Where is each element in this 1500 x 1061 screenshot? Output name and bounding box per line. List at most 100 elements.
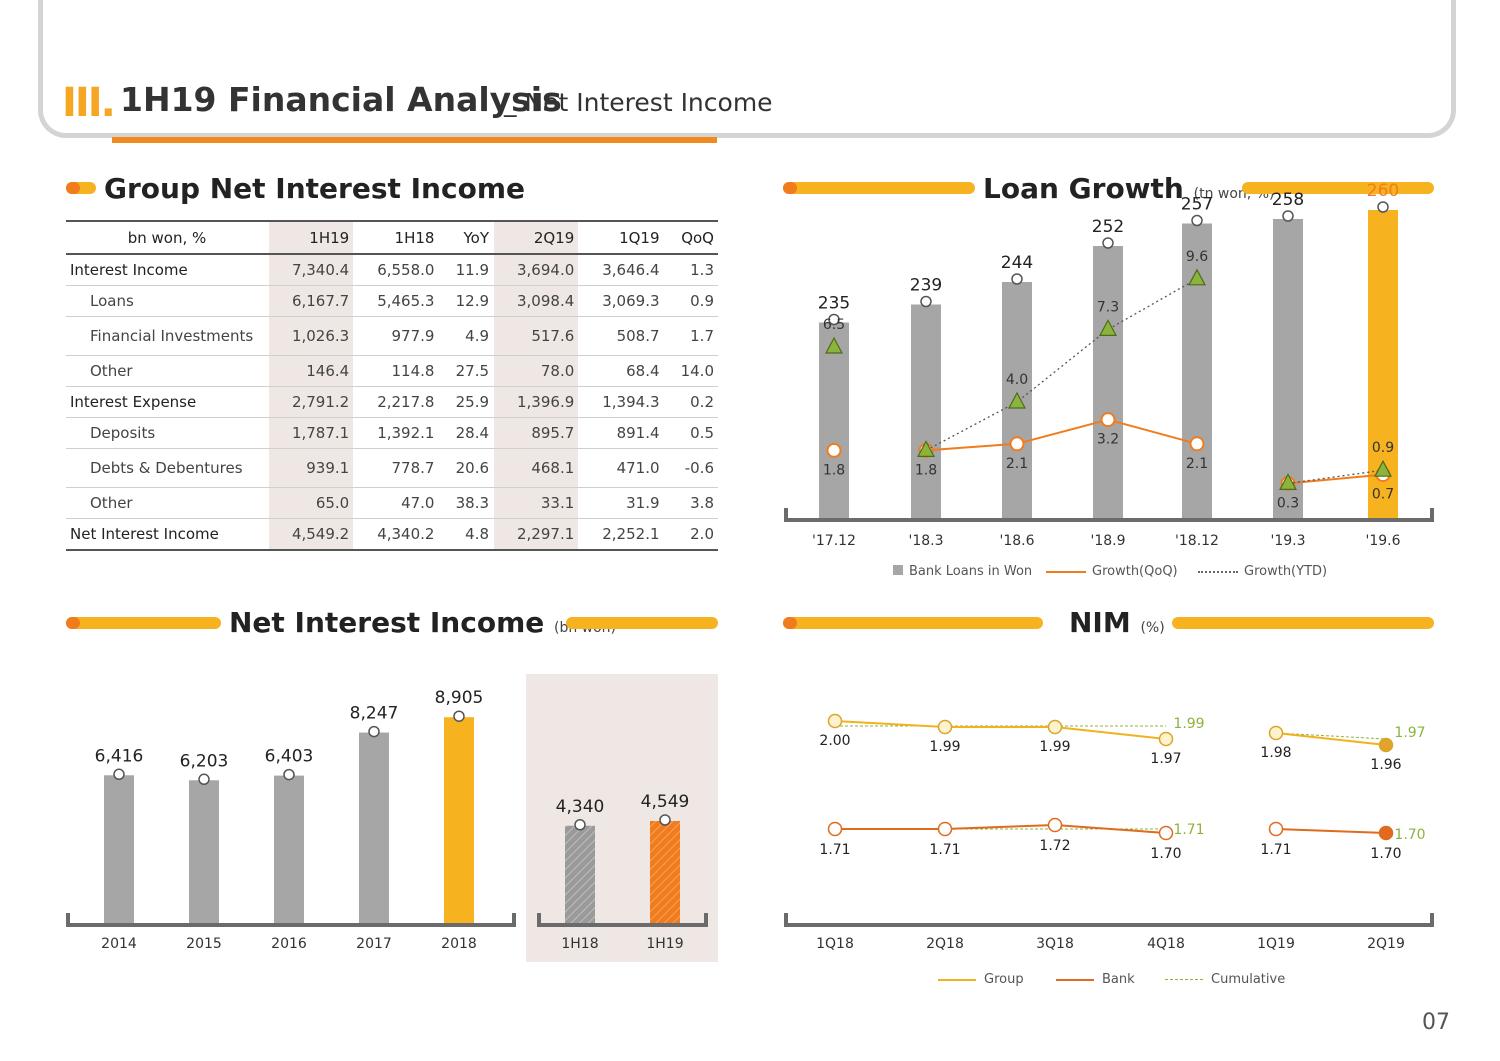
table-cell: 14.0 [663, 355, 718, 387]
nii-bar-marker [283, 768, 295, 781]
row-label: Financial Investments [66, 316, 269, 356]
loan-bar-marker [828, 313, 840, 326]
loan-bar-marker [1282, 210, 1294, 222]
legend-label: Bank Loans in Won [909, 564, 1033, 579]
ytd-point [917, 440, 935, 457]
nim-cum-line [1275, 732, 1387, 740]
qoq-line [1287, 473, 1384, 485]
nim-x-tick: 2Q18 [926, 936, 964, 952]
table-cell: 11.9 [438, 254, 494, 286]
table-cell: 3.8 [663, 487, 718, 519]
page-subtitle: _ Net Interest Income [504, 88, 773, 117]
loan-legend-ytd: Growth(YTD) [1198, 564, 1327, 579]
table-cell: 6,167.7 [267, 285, 354, 317]
col-header: 2Q19 [493, 220, 579, 255]
section-bar [66, 617, 221, 629]
nii-value-label: 8,905 [435, 688, 484, 708]
loan-x-tick: '18.9 [1090, 533, 1125, 549]
nim-title-text: NIM [1069, 606, 1131, 639]
ytd-line [1287, 469, 1384, 485]
section-bar [783, 182, 975, 194]
table-cell: 78.0 [493, 355, 579, 387]
loan-x-tick: '19.6 [1365, 533, 1400, 549]
loan-x-tick: '18.6 [999, 533, 1034, 549]
nii-half-marker [574, 819, 586, 831]
nim-bank-line [835, 823, 1167, 834]
table-row: Other 65.0 47.0 38.3 33.1 31.9 3.8 [66, 487, 718, 519]
table-cell: 4,549.2 [267, 518, 354, 551]
loan-value-label: 235 [818, 294, 850, 314]
ytd-point [1008, 391, 1026, 409]
table-cell: 68.4 [578, 355, 665, 387]
nim-x-tick: 1Q18 [816, 936, 854, 952]
nii-title: Net Interest Income (bn won) [229, 606, 616, 639]
qoq-label: 3.2 [1097, 432, 1119, 448]
nim-bank-point [827, 821, 843, 837]
nim-legend-group: Group [938, 972, 1024, 987]
table-cell: 5,465.3 [353, 285, 439, 317]
qoq-label: 0.3 [1277, 495, 1299, 511]
nim-bank-label: 1.72 [1039, 838, 1070, 854]
qoq-label: 1.8 [823, 462, 845, 478]
table-cell: 2,252.1 [578, 518, 665, 551]
nii-x-tick: 2018 [441, 936, 477, 952]
table-cell: 33.1 [493, 487, 579, 519]
nii-half-marker [659, 814, 671, 826]
table-cell: 1.3 [663, 254, 718, 286]
nii-half-label: 4,549 [641, 792, 690, 812]
table-cell: 146.4 [267, 355, 354, 387]
half-panel-bg [526, 674, 718, 962]
table-header-row: bn won, % 1H19 1H18 YoY 2Q19 1Q19 QoQ [66, 220, 718, 255]
nim-bank-label: 1.71 [819, 842, 850, 858]
nii-x-tick: 2014 [101, 936, 137, 952]
loan-value-label: 258 [1272, 190, 1304, 210]
legend-line [1198, 570, 1238, 573]
nim-group-label: 1.96 [1370, 757, 1401, 773]
table-cell: 31.9 [578, 487, 665, 519]
table-cell: 471.0 [578, 448, 665, 488]
nim-bank-line [1275, 828, 1387, 834]
legend-label: Growth(YTD) [1244, 564, 1328, 579]
nim-group-point [1378, 737, 1394, 753]
nim-x-tick: 3Q18 [1036, 936, 1074, 952]
table-cell: 2.0 [663, 518, 718, 551]
table-cell: 1,396.9 [493, 386, 579, 418]
table-title: Group Net Interest Income [104, 172, 525, 205]
qoq-label: 2.1 [1186, 456, 1208, 472]
header-accent-bar [112, 137, 717, 143]
table-cell: 7,340.4 [267, 254, 354, 286]
col-header: QoQ [663, 220, 718, 255]
nim-bank-label: 1.71 [1260, 842, 1291, 858]
ytd-point [1099, 319, 1117, 336]
nim-cum-label: 1.70 [1394, 827, 1425, 843]
col-header: YoY [438, 220, 494, 255]
loan-bar [1182, 223, 1212, 520]
nim-bank-label: 1.70 [1150, 846, 1181, 862]
table-cell: 4.9 [438, 316, 494, 356]
ytd-line [925, 278, 1198, 451]
nim-bank-label: 1.70 [1370, 846, 1401, 862]
loan-x-tick: '17.12 [812, 533, 856, 549]
table-cell: 3,069.3 [578, 285, 665, 317]
loan-bar-marker [920, 295, 932, 308]
nii-half-bar [650, 821, 680, 925]
nim-group-label: 1.98 [1260, 745, 1291, 761]
nim-group-point [937, 719, 953, 735]
nii-half-label: 4,340 [556, 797, 605, 817]
table-cell: 1,392.1 [353, 417, 439, 449]
legend-label: Bank [1102, 972, 1135, 987]
nim-group-label: 1.97 [1150, 751, 1181, 767]
nim-group-point [827, 713, 843, 729]
nii-x-tick: 2016 [271, 936, 307, 952]
nii-bar [104, 775, 134, 925]
table-cell: 508.7 [578, 316, 665, 356]
nim-group-label: 1.99 [929, 739, 960, 755]
ytd-point [1374, 459, 1392, 477]
nii-half-x-tick: 1H18 [561, 936, 598, 952]
row-label: Other [66, 355, 269, 387]
nii-half-bar [565, 825, 595, 925]
legend-label: Growth(QoQ) [1092, 564, 1178, 579]
loan-value-label: 239 [910, 276, 942, 296]
section-numeral: III. [62, 80, 116, 126]
